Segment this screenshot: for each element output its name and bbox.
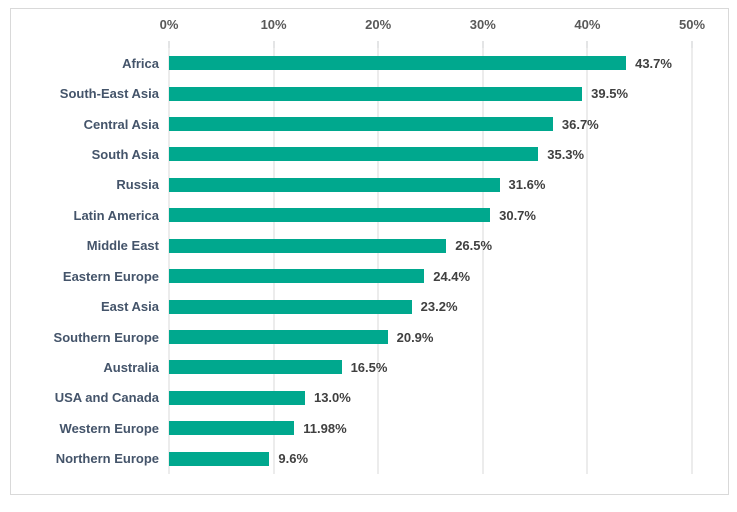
bar-track: 16.5% — [169, 352, 692, 382]
value-label: 23.2% — [420, 299, 458, 315]
category-label: Western Europe — [59, 420, 159, 436]
value-label: 43.7% — [635, 55, 672, 71]
gridline — [168, 48, 170, 474]
gridline — [377, 48, 379, 474]
category-label: Latin America — [73, 207, 160, 223]
bar-track: 20.9% — [169, 322, 692, 352]
gridline — [586, 48, 588, 474]
bar — [169, 451, 270, 466]
bar-track: 23.2% — [169, 291, 692, 321]
bar-row: Latin America 30.7% — [11, 200, 692, 230]
category-label: East Asia — [100, 299, 159, 315]
bar-track: 9.6% — [169, 443, 692, 473]
bar-row: Africa 43.7% — [11, 48, 692, 78]
bar-row: Southern Europe 20.9% — [11, 322, 692, 352]
bar-row: Australia 16.5% — [11, 352, 692, 382]
bar-row: Eastern Europe 24.4% — [11, 261, 692, 291]
value-label: 31.6% — [508, 177, 546, 193]
value-label: 9.6% — [278, 451, 309, 467]
category-label: Central Asia — [83, 116, 159, 132]
category-label: Middle East — [86, 238, 159, 254]
value-label: 26.5% — [455, 238, 493, 254]
bar-track: 35.3% — [169, 139, 692, 169]
value-label: 39.5% — [591, 86, 629, 102]
x-axis-ticks — [168, 41, 693, 48]
bar-track: 36.7% — [169, 109, 692, 139]
category-label: Northern Europe — [55, 451, 159, 467]
bar — [169, 269, 425, 284]
value-label: 20.9% — [396, 329, 434, 345]
bar-row: South Asia 35.3% — [11, 139, 692, 169]
plot-area — [168, 48, 693, 474]
value-label: 11.98% — [303, 420, 347, 436]
category-label: Africa — [122, 55, 159, 71]
bar-row: Central Asia 36.7% — [11, 109, 692, 139]
bar — [169, 299, 412, 314]
x-axis-tick-mark — [377, 41, 379, 48]
value-label: 13.0% — [313, 390, 351, 406]
x-axis-tick-mark — [586, 41, 588, 48]
category-label: Southern Europe — [53, 329, 159, 345]
bar-track: 30.7% — [169, 200, 692, 230]
bar — [169, 208, 491, 223]
bar-track: 43.7% — [169, 48, 692, 78]
x-axis-tick-mark — [168, 41, 170, 48]
bar — [169, 86, 583, 101]
chart-frame: 0% 10% 20% 30% 40% 50% Africa 43.7% South-East … — [10, 8, 729, 495]
bar-track: 13.0% — [169, 383, 692, 413]
category-label: Australia — [103, 359, 159, 375]
x-axis-tick-label: 40% — [574, 17, 601, 32]
value-label: 36.7% — [561, 116, 599, 132]
category-label: South-East Asia — [59, 86, 159, 102]
bar — [169, 177, 500, 192]
x-axis-tick-label: 30% — [469, 17, 496, 32]
bar-row: Western Europe 11.98% — [11, 413, 692, 443]
gridline — [482, 48, 484, 474]
bar-row: USA and Canada 13.0% — [11, 383, 692, 413]
bar — [169, 360, 342, 375]
bar-track: 26.5% — [169, 231, 692, 261]
value-label: 16.5% — [350, 359, 388, 375]
gridline — [273, 48, 275, 474]
bar-track: 39.5% — [169, 78, 692, 108]
x-axis-labels: 0% 10% 20% 30% 40% 50% — [160, 17, 705, 37]
bar — [169, 238, 447, 253]
bar-track: 24.4% — [169, 261, 692, 291]
gridline — [691, 48, 693, 474]
bar-row: East Asia 23.2% — [11, 291, 692, 321]
x-axis-tick-mark — [691, 41, 693, 48]
bar-track: 11.98% — [169, 413, 692, 443]
x-axis-tick-label: 10% — [260, 17, 287, 32]
category-label: USA and Canada — [54, 390, 159, 406]
category-label: South Asia — [91, 146, 159, 162]
bar — [169, 330, 388, 344]
bar-row: Northern Europe 9.6% — [11, 443, 692, 473]
x-axis-tick-label: 0% — [159, 17, 179, 32]
bar — [169, 147, 539, 162]
bar — [169, 390, 305, 405]
category-label: Russia — [116, 177, 159, 193]
value-label: 35.3% — [547, 146, 585, 162]
bar — [169, 421, 295, 436]
bar — [169, 117, 553, 132]
bar-rows: Africa 43.7% South-East Asia 39.5% Central A… — [11, 48, 692, 474]
x-axis-tick-mark — [273, 41, 275, 48]
bar-row: South-East Asia 39.5% — [11, 78, 692, 108]
bar-row: Russia 31.6% — [11, 170, 692, 200]
x-axis-tick-label: 50% — [678, 17, 706, 32]
value-label: 30.7% — [499, 207, 536, 223]
value-label: 24.4% — [433, 268, 471, 284]
bar-track: 31.6% — [169, 170, 692, 200]
bar — [169, 56, 627, 71]
x-axis-tick-mark — [482, 41, 484, 48]
x-axis-tick-label: 20% — [365, 17, 392, 32]
category-label: Eastern Europe — [62, 268, 159, 284]
bar-row: Middle East 26.5% — [11, 231, 692, 261]
